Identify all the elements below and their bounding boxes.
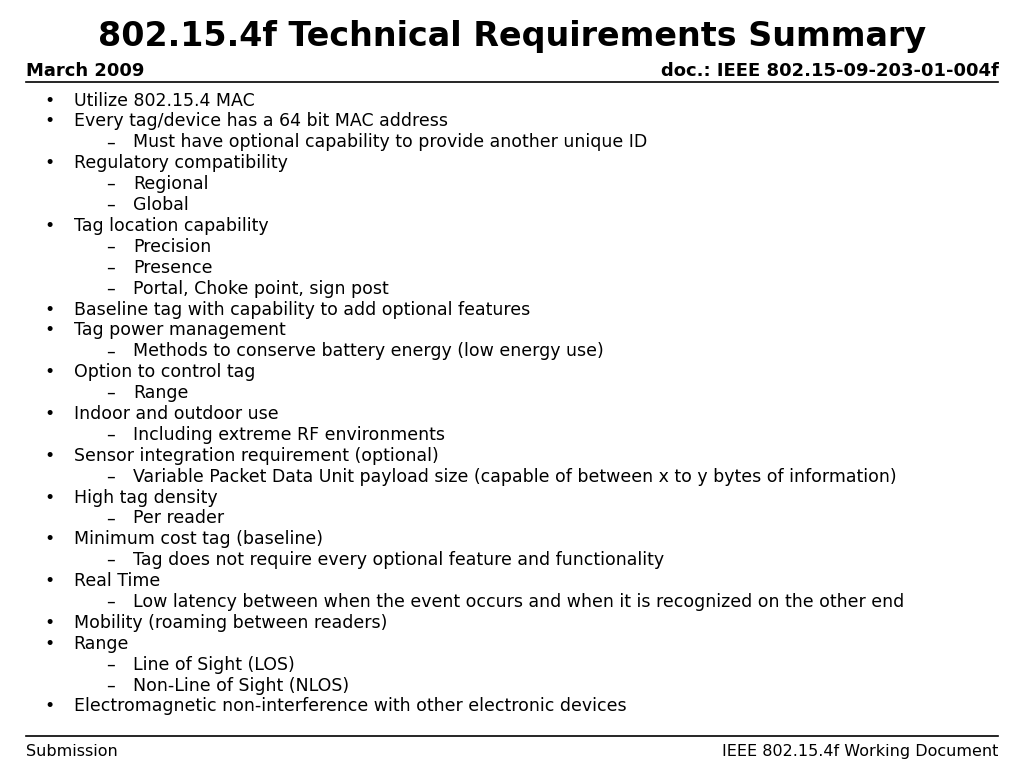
Text: –: – — [106, 551, 115, 569]
Text: Methods to conserve battery energy (low energy use): Methods to conserve battery energy (low … — [133, 343, 604, 360]
Text: –: – — [106, 259, 115, 276]
Text: Indoor and outdoor use: Indoor and outdoor use — [74, 405, 279, 423]
Text: •: • — [44, 91, 54, 110]
Text: Precision: Precision — [133, 238, 211, 256]
Text: •: • — [44, 572, 54, 590]
Text: –: – — [106, 238, 115, 256]
Text: Per reader: Per reader — [133, 509, 224, 528]
Text: Regulatory compatibility: Regulatory compatibility — [74, 154, 288, 172]
Text: Variable Packet Data Unit payload size (capable of between x to y bytes of infor: Variable Packet Data Unit payload size (… — [133, 468, 897, 485]
Text: Including extreme RF environments: Including extreme RF environments — [133, 425, 445, 444]
Text: Submission: Submission — [26, 743, 118, 759]
Text: •: • — [44, 363, 54, 381]
Text: –: – — [106, 384, 115, 402]
Text: High tag density: High tag density — [74, 488, 217, 507]
Text: –: – — [106, 134, 115, 151]
Text: Minimum cost tag (baseline): Minimum cost tag (baseline) — [74, 530, 323, 548]
Text: –: – — [106, 280, 115, 298]
Text: Utilize 802.15.4 MAC: Utilize 802.15.4 MAC — [74, 91, 255, 110]
Text: Range: Range — [74, 634, 129, 653]
Text: •: • — [44, 300, 54, 319]
Text: –: – — [106, 468, 115, 485]
Text: •: • — [44, 217, 54, 235]
Text: Presence: Presence — [133, 259, 213, 276]
Text: •: • — [44, 154, 54, 172]
Text: •: • — [44, 614, 54, 632]
Text: –: – — [106, 656, 115, 674]
Text: Regional: Regional — [133, 175, 209, 194]
Text: Sensor integration requirement (optional): Sensor integration requirement (optional… — [74, 447, 438, 465]
Text: Must have optional capability to provide another unique ID: Must have optional capability to provide… — [133, 134, 647, 151]
Text: •: • — [44, 530, 54, 548]
Text: March 2009: March 2009 — [26, 61, 144, 80]
Text: •: • — [44, 488, 54, 507]
Text: –: – — [106, 196, 115, 214]
Text: Real Time: Real Time — [74, 572, 160, 590]
Text: •: • — [44, 405, 54, 423]
Text: Tag location capability: Tag location capability — [74, 217, 268, 235]
Text: Baseline tag with capability to add optional features: Baseline tag with capability to add opti… — [74, 300, 530, 319]
Text: –: – — [106, 425, 115, 444]
Text: 802.15.4f Technical Requirements Summary: 802.15.4f Technical Requirements Summary — [98, 21, 926, 53]
Text: Tag does not require every optional feature and functionality: Tag does not require every optional feat… — [133, 551, 665, 569]
Text: IEEE 802.15.4f Working Document: IEEE 802.15.4f Working Document — [722, 743, 998, 759]
Text: –: – — [106, 343, 115, 360]
Text: doc.: IEEE 802.15-09-203-01-004f: doc.: IEEE 802.15-09-203-01-004f — [660, 61, 998, 80]
Text: –: – — [106, 593, 115, 611]
Text: Every tag/device has a 64 bit MAC address: Every tag/device has a 64 bit MAC addres… — [74, 112, 447, 131]
Text: •: • — [44, 634, 54, 653]
Text: Range: Range — [133, 384, 188, 402]
Text: Electromagnetic non-interference with other electronic devices: Electromagnetic non-interference with ot… — [74, 697, 627, 716]
Text: Portal, Choke point, sign post: Portal, Choke point, sign post — [133, 280, 389, 298]
Text: •: • — [44, 112, 54, 131]
Text: •: • — [44, 321, 54, 339]
Text: Low latency between when the event occurs and when it is recognized on the other: Low latency between when the event occur… — [133, 593, 904, 611]
Text: Tag power management: Tag power management — [74, 321, 286, 339]
Text: Option to control tag: Option to control tag — [74, 363, 255, 381]
Text: –: – — [106, 677, 115, 694]
Text: Line of Sight (LOS): Line of Sight (LOS) — [133, 656, 295, 674]
Text: Global: Global — [133, 196, 188, 214]
Text: Non-Line of Sight (NLOS): Non-Line of Sight (NLOS) — [133, 677, 349, 694]
Text: •: • — [44, 697, 54, 716]
Text: –: – — [106, 175, 115, 194]
Text: •: • — [44, 447, 54, 465]
Text: Mobility (roaming between readers): Mobility (roaming between readers) — [74, 614, 387, 632]
Text: –: – — [106, 509, 115, 528]
